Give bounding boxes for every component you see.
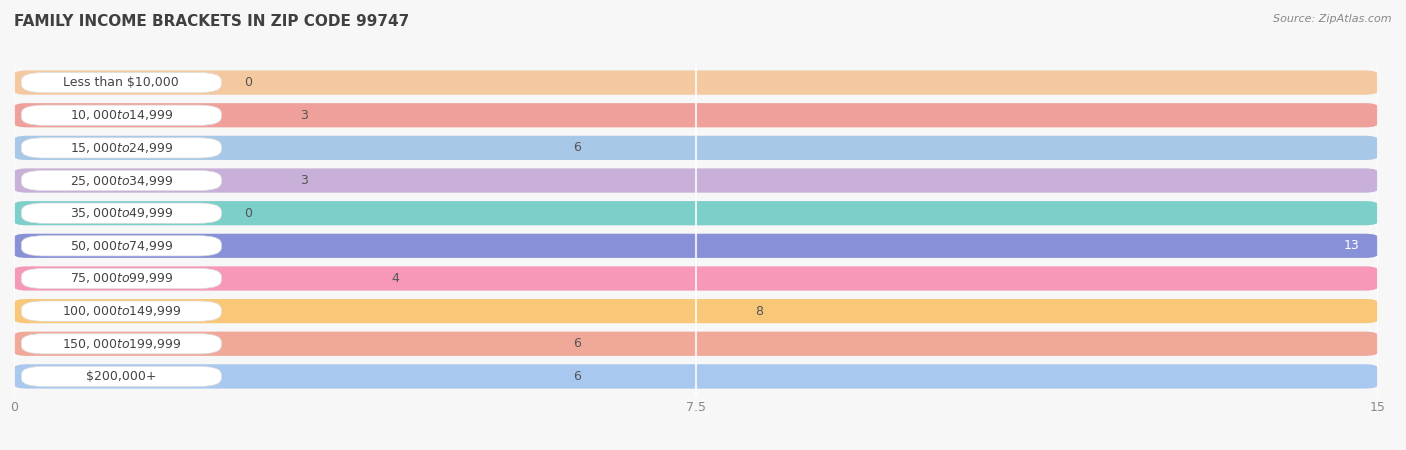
FancyBboxPatch shape bbox=[21, 301, 221, 321]
Text: $15,000 to $24,999: $15,000 to $24,999 bbox=[69, 141, 173, 155]
Text: 3: 3 bbox=[301, 109, 308, 122]
Text: $50,000 to $74,999: $50,000 to $74,999 bbox=[69, 239, 173, 253]
FancyBboxPatch shape bbox=[13, 266, 1379, 291]
Text: 3: 3 bbox=[301, 174, 308, 187]
FancyBboxPatch shape bbox=[13, 364, 1379, 388]
FancyBboxPatch shape bbox=[21, 138, 221, 158]
FancyBboxPatch shape bbox=[13, 71, 1379, 94]
FancyBboxPatch shape bbox=[13, 136, 1379, 160]
FancyBboxPatch shape bbox=[13, 103, 1379, 127]
FancyBboxPatch shape bbox=[21, 171, 221, 191]
FancyBboxPatch shape bbox=[13, 168, 1379, 193]
Text: $25,000 to $34,999: $25,000 to $34,999 bbox=[69, 174, 173, 188]
Text: 6: 6 bbox=[574, 337, 581, 350]
FancyBboxPatch shape bbox=[21, 72, 221, 93]
FancyBboxPatch shape bbox=[13, 201, 1379, 225]
FancyBboxPatch shape bbox=[13, 364, 1379, 388]
FancyBboxPatch shape bbox=[13, 168, 1379, 193]
FancyBboxPatch shape bbox=[21, 203, 221, 223]
Text: $10,000 to $14,999: $10,000 to $14,999 bbox=[69, 108, 173, 122]
FancyBboxPatch shape bbox=[21, 268, 221, 288]
FancyBboxPatch shape bbox=[21, 236, 221, 256]
Text: $35,000 to $49,999: $35,000 to $49,999 bbox=[69, 206, 173, 220]
FancyBboxPatch shape bbox=[13, 299, 1379, 323]
Text: 8: 8 bbox=[755, 305, 763, 318]
Text: 6: 6 bbox=[574, 370, 581, 383]
Text: 6: 6 bbox=[574, 141, 581, 154]
FancyBboxPatch shape bbox=[21, 105, 221, 126]
FancyBboxPatch shape bbox=[13, 332, 1379, 356]
FancyBboxPatch shape bbox=[13, 299, 1379, 323]
Text: 0: 0 bbox=[245, 207, 252, 220]
Text: FAMILY INCOME BRACKETS IN ZIP CODE 99747: FAMILY INCOME BRACKETS IN ZIP CODE 99747 bbox=[14, 14, 409, 28]
FancyBboxPatch shape bbox=[13, 136, 1379, 160]
Text: 13: 13 bbox=[1344, 239, 1360, 252]
Text: Source: ZipAtlas.com: Source: ZipAtlas.com bbox=[1274, 14, 1392, 23]
Text: 0: 0 bbox=[245, 76, 252, 89]
Text: 4: 4 bbox=[391, 272, 399, 285]
Text: $100,000 to $149,999: $100,000 to $149,999 bbox=[62, 304, 181, 318]
FancyBboxPatch shape bbox=[13, 266, 1379, 291]
Text: $200,000+: $200,000+ bbox=[86, 370, 156, 383]
FancyBboxPatch shape bbox=[13, 234, 1379, 258]
FancyBboxPatch shape bbox=[13, 103, 1379, 127]
FancyBboxPatch shape bbox=[21, 366, 221, 387]
Text: $75,000 to $99,999: $75,000 to $99,999 bbox=[69, 271, 173, 285]
FancyBboxPatch shape bbox=[13, 201, 1379, 225]
FancyBboxPatch shape bbox=[13, 234, 1379, 258]
FancyBboxPatch shape bbox=[13, 71, 1379, 94]
Text: $150,000 to $199,999: $150,000 to $199,999 bbox=[62, 337, 181, 351]
FancyBboxPatch shape bbox=[21, 333, 221, 354]
FancyBboxPatch shape bbox=[13, 332, 1379, 356]
Text: Less than $10,000: Less than $10,000 bbox=[63, 76, 179, 89]
